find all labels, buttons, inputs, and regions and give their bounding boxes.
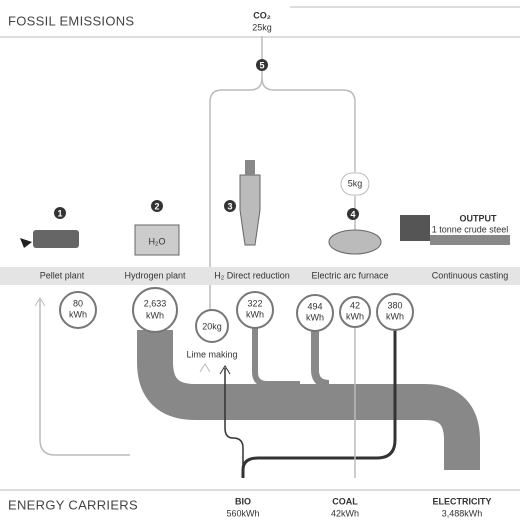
input-circle: [236, 291, 274, 329]
side-emission: 5kg: [348, 178, 363, 188]
input-unit: kWh: [69, 309, 87, 319]
process-label: Continuous casting: [432, 270, 509, 280]
casting-slab: [430, 235, 510, 245]
step-badge: [256, 59, 268, 71]
process-label: Hydrogen plant: [124, 270, 186, 280]
bio-flow: [241, 330, 397, 478]
step-number: 3: [227, 201, 232, 211]
process-label: Pellet plant: [40, 270, 85, 280]
carrier-amount: 3,488kWh: [442, 508, 483, 518]
process-label: H₂ Direct reduction: [214, 270, 290, 280]
input-unit: kWh: [346, 311, 364, 321]
input-value: 322: [247, 298, 262, 308]
lime-value: 20kg: [202, 321, 222, 331]
input-value: 42: [350, 300, 360, 310]
emission-flow: [209, 36, 263, 312]
output-subtitle: 1 tonne crude steel: [432, 224, 509, 234]
arrow: [34, 297, 46, 307]
input-circle: [59, 291, 97, 329]
step-number: 4: [350, 209, 355, 219]
section-title: ENERGY CARRIERS: [8, 497, 138, 512]
input-circle: [376, 293, 414, 331]
process-label: Electric arc furnace: [311, 270, 388, 280]
emission-value: 25kg: [252, 22, 272, 32]
lime-circle: [195, 309, 229, 343]
arrow: [199, 363, 211, 373]
arrow-icon: [20, 238, 32, 248]
emission-flow: [261, 77, 356, 172]
input-circle: [296, 294, 334, 332]
section-title: FOSSIL EMISSIONS: [8, 13, 134, 28]
casting-icon: [400, 215, 430, 241]
input-value: 2,633: [144, 298, 167, 308]
emission-label: CO₂: [253, 10, 271, 20]
step-badges: 1 2 3 4: [54, 200, 359, 220]
step-badge: [151, 200, 163, 212]
carrier-amount: 42kWh: [331, 508, 359, 518]
flow: [311, 330, 330, 388]
flow: [39, 300, 130, 456]
furnace-icon: [328, 229, 382, 255]
carrier-name: BIO: [235, 496, 251, 506]
input-circle: [132, 287, 178, 333]
flow: [252, 328, 300, 387]
reactor-icon: [239, 174, 261, 246]
carrier-amount: 560kWh: [226, 508, 259, 518]
input-unit: kWh: [246, 309, 264, 319]
carrier-name: COAL: [332, 496, 358, 506]
icon-label: H₂O: [149, 236, 166, 246]
tank-icon: [134, 224, 180, 256]
input-value: 80: [73, 298, 83, 308]
input-unit: kWh: [386, 311, 404, 321]
arrow: [219, 365, 231, 375]
emission-badge: [340, 172, 370, 196]
output-title: OUTPUT: [460, 213, 498, 223]
carrier-name: ELECTRICITY: [432, 496, 491, 506]
reactor-top: [245, 160, 255, 175]
input-unit: kWh: [146, 310, 164, 320]
step-badge: [54, 207, 66, 219]
input-value: 494: [307, 301, 322, 311]
bio-flow: [224, 368, 244, 478]
pellet-icon: [33, 230, 79, 248]
input-value: 380: [387, 300, 402, 310]
step-badge: [347, 208, 359, 220]
input-unit: kWh: [306, 312, 324, 322]
lime-label: Lime making: [186, 349, 237, 359]
process-band: [0, 267, 520, 285]
electricity-flow: [137, 330, 480, 470]
step-badge: [224, 200, 236, 212]
step-number: 5: [259, 60, 264, 70]
input-circle: [339, 296, 371, 328]
step-number: 2: [154, 201, 159, 211]
step-number: 1: [57, 208, 62, 218]
